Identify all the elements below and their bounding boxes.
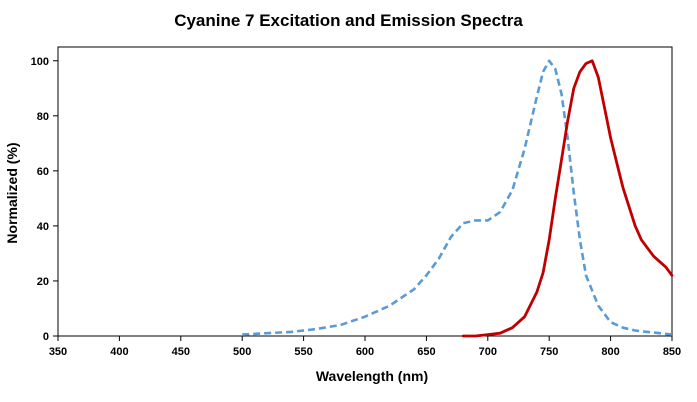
chart-title: Cyanine 7 Excitation and Emission Spectr… — [174, 11, 523, 30]
plot-area: 350 400 450 500 550 600 650 700 750 800 850 0 20 40 60… — [31, 46, 681, 358]
x-tick-label: 450 — [172, 346, 190, 358]
x-tick-label: 500 — [233, 346, 251, 358]
y-tick-label: 80 — [37, 111, 49, 123]
y-tick-label: 0 — [43, 331, 49, 343]
y-tick-label: 40 — [37, 221, 49, 233]
x-tick-label: 550 — [294, 346, 312, 358]
x-axis-title: Wavelength (nm) — [316, 368, 428, 384]
y-tick-label: 60 — [37, 166, 49, 178]
y-axis-title: Normalized (%) — [4, 142, 20, 243]
excitation-series-line — [242, 59, 673, 336]
y-tick-label: 20 — [37, 276, 49, 288]
y-tick-label: 100 — [31, 56, 49, 68]
emission-series-line — [461, 59, 674, 338]
x-tick-label: 600 — [356, 346, 374, 358]
x-tick-label: 350 — [49, 346, 67, 358]
x-tick-label: 750 — [540, 346, 558, 358]
x-tick-label: 800 — [601, 346, 619, 358]
x-tick-label: 700 — [479, 346, 497, 358]
plot-frame — [57, 46, 673, 337]
x-tick-label: 850 — [663, 346, 681, 358]
x-tick-label: 400 — [110, 346, 128, 358]
x-tick-label: 650 — [417, 346, 435, 358]
